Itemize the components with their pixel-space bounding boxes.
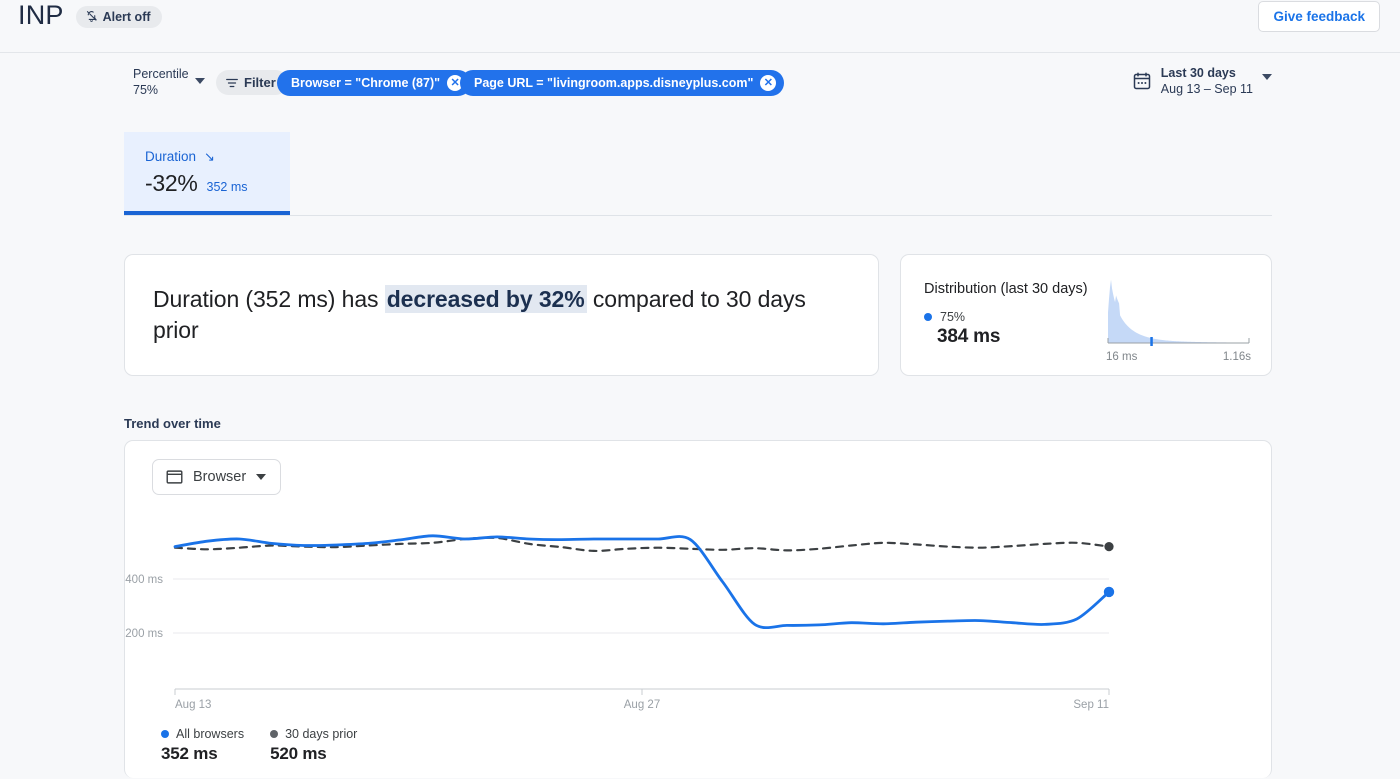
tab-absolute-value: 352 ms (206, 180, 248, 194)
series-end-point (1104, 542, 1114, 552)
alert-label: Alert off (102, 9, 151, 24)
series-line (173, 534, 1111, 630)
filter-chip-browser[interactable]: Browser = "Chrome (87)" ✕ (277, 70, 472, 96)
legend-item-prior: 30 days prior 520 ms (270, 727, 357, 764)
percentile-selector[interactable]: Percentile 75% (133, 67, 205, 98)
distribution-legend: 75% (924, 310, 965, 324)
legend-value: 352 ms (161, 744, 218, 763)
filter-chip-label: Browser = "Chrome (87)" (291, 76, 441, 90)
distribution-histogram (1107, 279, 1250, 346)
x-tick-label: Aug 27 (624, 699, 660, 711)
give-feedback-button[interactable]: Give feedback (1258, 1, 1380, 32)
y-tick-label: 400 ms (125, 574, 163, 586)
chart-y-labels: 200 ms 400 ms (125, 574, 163, 640)
insight-text: Duration (352 ms) has decreased by 32% c… (125, 255, 878, 346)
distribution-axis-min: 16 ms (1106, 351, 1138, 363)
date-range-selector[interactable]: Last 30 days Aug 13 – Sep 11 (1132, 65, 1272, 97)
legend-dot-icon (161, 730, 169, 738)
close-circle-icon[interactable]: ✕ (447, 75, 464, 91)
summary-cards: Duration (352 ms) has decreased by 32% c… (0, 254, 1400, 380)
y-tick-label: 200 ms (125, 628, 163, 640)
x-tick-label: Sep 11 (1073, 699, 1109, 711)
legend-item-all-browsers: All browsers 352 ms (161, 727, 244, 764)
tab-delta: -32% (145, 170, 198, 196)
trend-chart: 200 ms 400 ms Aug 13 Aug 27 Sep 11 (125, 534, 1115, 711)
calendar-icon (1133, 72, 1151, 90)
trend-card: 200 ms 400 ms Aug 13 Aug 27 Sep 11 Browser … (124, 440, 1272, 778)
filter-chip-page-url[interactable]: Page URL = "livingroom.apps.disneyplus.c… (460, 70, 785, 96)
percentile-value: 75% (133, 83, 159, 97)
metric-tab-strip: Duration ↘ -32% 352 ms (124, 132, 1272, 216)
insight-card: Duration (352 ms) has decreased by 32% c… (124, 254, 879, 376)
distribution-card: Distribution (last 30 days) 75% 384 ms 1… (900, 254, 1272, 376)
filter-icon (226, 78, 238, 87)
title-group: INP Alert off (18, 0, 162, 30)
chevron-down-icon (1262, 74, 1272, 80)
date-range-primary: Last 30 days (1160, 66, 1236, 80)
legend-label: 30 days prior (285, 727, 358, 741)
x-tick-label: Aug 13 (175, 699, 211, 711)
tab-values: -32% 352 ms (145, 170, 290, 197)
distribution-axis: 16 ms 1.16s (1106, 351, 1251, 363)
legend-value: 520 ms (270, 744, 327, 763)
chart-gridlines (173, 578, 1109, 634)
tab-header: Duration ↘ (145, 149, 290, 164)
filter-button[interactable]: Filter (216, 70, 288, 95)
distribution-title: Distribution (last 30 days) (924, 281, 1088, 297)
distribution-percentile-label: 75% (940, 310, 966, 324)
close-circle-icon[interactable]: ✕ (760, 75, 777, 91)
legend-dot-icon (270, 730, 279, 738)
distribution-value: 384 ms (937, 326, 1001, 347)
legend-label: All browsers (176, 727, 245, 741)
trend-down-arrow-icon: ↘ (204, 149, 215, 164)
top-bar: INP Alert off Give feedback (0, 0, 1400, 53)
series-end-point (1103, 586, 1115, 598)
dimension-label: Browser (193, 469, 247, 485)
series-line (173, 536, 1111, 553)
browser-window-icon (166, 470, 183, 484)
filter-chip-label: Page URL = "livingroom.apps.disneyplus.c… (474, 76, 754, 90)
trend-section-label: Trend over time (124, 416, 221, 431)
chart-legend: All browsers 352 ms 30 days prior 520 ms (161, 727, 357, 764)
insight-highlight: decreased by 32% (384, 285, 587, 313)
chart-series (173, 534, 1115, 630)
filter-bar: Percentile 75% Filter Browser = "Chrome … (0, 61, 1400, 113)
date-range-secondary: Aug 13 – Sep 11 (1160, 82, 1253, 96)
alert-toggle[interactable]: Alert off (75, 5, 162, 28)
tab-duration[interactable]: Duration ↘ -32% 352 ms (124, 132, 290, 215)
chevron-down-icon (256, 474, 267, 480)
page-title: INP (18, 0, 64, 30)
insight-prefix: Duration (352 ms) has (153, 286, 385, 312)
dimension-selector[interactable]: Browser (152, 459, 282, 495)
distribution-axis-max: 1.16s (1222, 351, 1251, 363)
chart-x-axis: Aug 13 Aug 27 Sep 11 (174, 688, 1110, 711)
percentile-label: Percentile (133, 67, 189, 81)
tab-label: Duration (145, 149, 197, 164)
bell-off-icon (86, 11, 97, 22)
legend-dot-icon (924, 313, 932, 321)
filter-button-label: Filter (244, 75, 276, 90)
insight-suffix: compared to 30 days prior (153, 286, 806, 343)
chevron-down-icon (194, 78, 205, 84)
